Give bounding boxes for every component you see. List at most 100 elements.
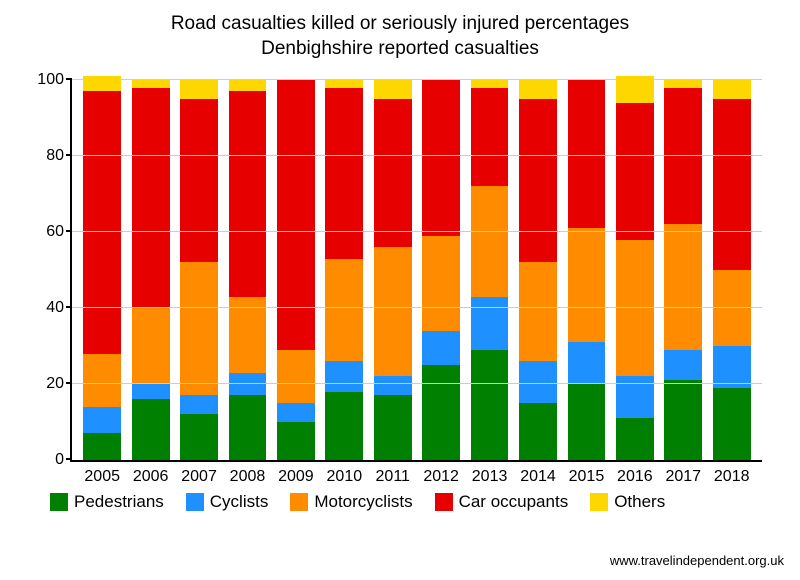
bar-slot: 2008 (223, 80, 271, 460)
bar-slot: 2013 (465, 80, 513, 460)
ytick-mark (66, 382, 72, 384)
bar (132, 80, 170, 460)
legend-label: Cyclists (210, 492, 269, 512)
bar (519, 80, 557, 460)
bar-segment-car-occupants (277, 80, 315, 350)
bar-segment-others (374, 80, 412, 99)
bar-segment-motorcyclists (132, 308, 170, 384)
xtick-label: 2014 (520, 468, 556, 486)
bar (229, 80, 267, 460)
bar-segment-car-occupants (616, 103, 654, 240)
xtick-label: 2008 (230, 468, 266, 486)
xtick-label: 2005 (84, 468, 120, 486)
bar-slot: 2017 (659, 80, 707, 460)
legend-swatch (435, 493, 453, 511)
legend-swatch (50, 493, 68, 511)
bar-segment-pedestrians (374, 395, 412, 460)
ytick-label: 60 (46, 223, 64, 241)
bar-slot: 2016 (611, 80, 659, 460)
bar-slot: 2005 (78, 80, 126, 460)
bar-slot: 2009 (272, 80, 320, 460)
bar-segment-pedestrians (616, 418, 654, 460)
legend-swatch (290, 493, 308, 511)
bar-segment-car-occupants (374, 99, 412, 247)
gridline (72, 231, 762, 232)
xtick-label: 2016 (617, 468, 653, 486)
bar-segment-motorcyclists (568, 228, 606, 342)
bar-segment-pedestrians (422, 365, 460, 460)
bar-segment-cyclists (374, 376, 412, 395)
legend-label: Car occupants (459, 492, 569, 512)
xtick-label: 2017 (665, 468, 701, 486)
chart-title: Road casualties killed or seriously inju… (0, 0, 800, 61)
bar-segment-pedestrians (519, 403, 557, 460)
bar (616, 76, 654, 460)
bar-slot: 2011 (369, 80, 417, 460)
bar-segment-others (713, 80, 751, 99)
ytick-mark (66, 78, 72, 80)
bar-segment-pedestrians (83, 433, 121, 460)
bar (180, 80, 218, 460)
bars-group: 2005200620072008200920102011201220132014… (72, 80, 762, 460)
chart-container: Road casualties killed or seriously inju… (0, 0, 800, 580)
bar (374, 80, 412, 460)
bar-segment-cyclists (422, 331, 460, 365)
gridline (72, 307, 762, 308)
bar-segment-cyclists (471, 297, 509, 350)
bar-segment-cyclists (277, 403, 315, 422)
bar-segment-pedestrians (277, 422, 315, 460)
bar-slot: 2010 (320, 80, 368, 460)
bar-segment-pedestrians (664, 380, 702, 460)
bar-segment-motorcyclists (374, 247, 412, 376)
legend-label: Others (614, 492, 665, 512)
plot-area: 2005200620072008200920102011201220132014… (70, 80, 762, 462)
xtick-label: 2009 (278, 468, 314, 486)
bar-segment-others (132, 80, 170, 88)
ytick-label: 20 (46, 375, 64, 393)
bar-slot: 2006 (126, 80, 174, 460)
bar-segment-car-occupants (229, 91, 267, 296)
bar (471, 80, 509, 460)
bar-segment-car-occupants (325, 88, 363, 259)
legend: Pedestrians Cyclists Motorcyclists Car occu… (50, 492, 665, 512)
xtick-label: 2006 (133, 468, 169, 486)
bar-segment-cyclists (664, 350, 702, 380)
title-line-1: Road casualties killed or seriously inju… (0, 12, 800, 37)
ytick-mark (66, 154, 72, 156)
bar-segment-car-occupants (422, 80, 460, 236)
ytick-label: 100 (37, 71, 64, 89)
legend-label: Pedestrians (74, 492, 164, 512)
xtick-label: 2015 (569, 468, 605, 486)
bar-segment-motorcyclists (277, 350, 315, 403)
legend-item-pedestrians: Pedestrians (50, 492, 164, 512)
bar-segment-pedestrians (229, 395, 267, 460)
bar-segment-cyclists (325, 361, 363, 391)
bar-slot: 2018 (707, 80, 755, 460)
gridline (72, 155, 762, 156)
bar-segment-motorcyclists (664, 224, 702, 349)
bar-segment-pedestrians (568, 384, 606, 460)
ytick-mark (66, 306, 72, 308)
legend-swatch (590, 493, 608, 511)
bar-segment-motorcyclists (422, 236, 460, 331)
bar-segment-pedestrians (132, 399, 170, 460)
bar-segment-others (180, 80, 218, 99)
bar-segment-motorcyclists (519, 262, 557, 361)
title-line-2: Denbighshire reported casualties (0, 37, 800, 62)
bar-segment-car-occupants (83, 91, 121, 353)
legend-item-cyclists: Cyclists (186, 492, 269, 512)
bar (83, 76, 121, 460)
gridline (72, 79, 762, 80)
bar-segment-motorcyclists (616, 240, 654, 377)
bar (664, 80, 702, 460)
bar (422, 80, 460, 460)
ytick-label: 80 (46, 147, 64, 165)
ytick-label: 0 (55, 451, 64, 469)
xtick-label: 2013 (472, 468, 508, 486)
bar (325, 80, 363, 460)
bar-segment-others (229, 80, 267, 91)
legend-label: Motorcyclists (314, 492, 412, 512)
bar-segment-pedestrians (471, 350, 509, 460)
ytick-mark (66, 458, 72, 460)
bar-segment-pedestrians (713, 388, 751, 460)
